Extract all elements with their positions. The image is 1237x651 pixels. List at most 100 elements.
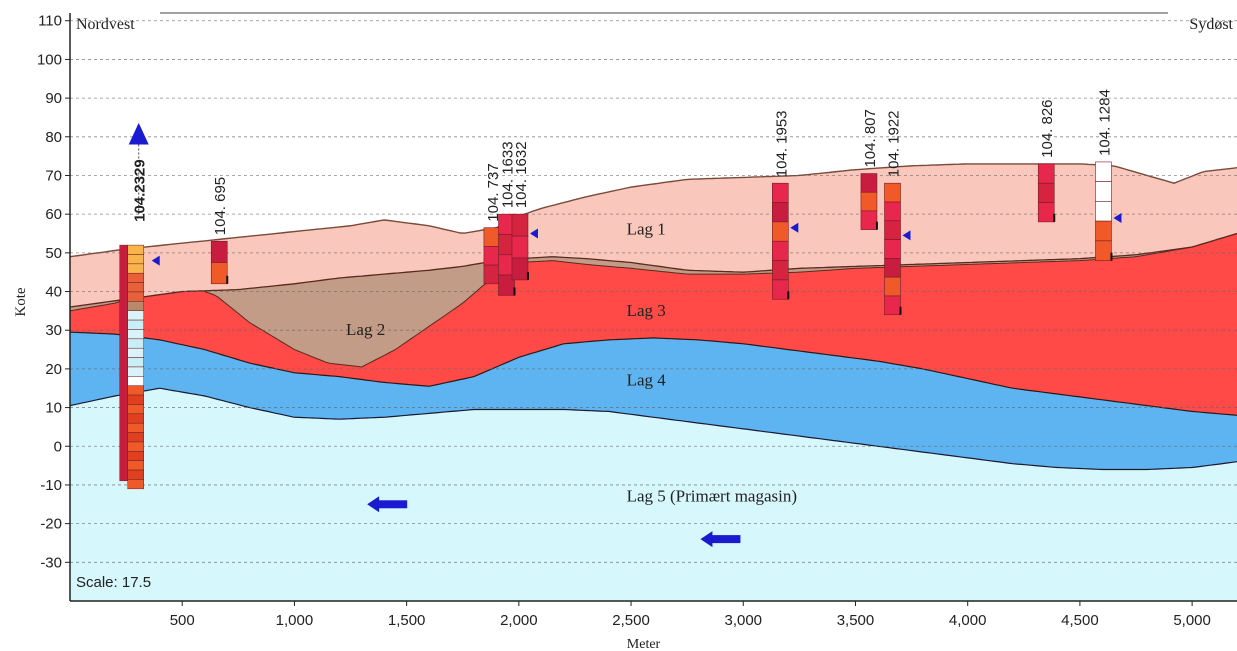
borehole-segment — [127, 347, 144, 358]
x-tick-label: 2,000 — [500, 612, 538, 629]
x-tick-label: 1,500 — [388, 612, 426, 629]
borehole-segment — [127, 301, 144, 311]
y-tick-label: -20 — [40, 516, 62, 533]
lag3-layer — [70, 233, 1237, 416]
borehole-label: 104. 826 — [1039, 99, 1056, 157]
borehole-104-695: 104. 695 — [210, 177, 229, 285]
borehole-104-807: 104. 807 — [860, 109, 879, 230]
borehole-label: 104. 1953 — [773, 110, 790, 177]
borehole-104-1953: 104. 1953 — [771, 110, 799, 300]
water-level-marker — [790, 222, 799, 233]
borehole-segment — [860, 191, 878, 212]
borehole-segment — [1037, 202, 1055, 223]
borehole-segment — [1095, 161, 1112, 182]
x-tick-label: 4,000 — [949, 612, 987, 629]
axes: -30 -20 -10 0 10 20 30 40 50 60 70 80 90 100 110 500 1,0… — [37, 12, 1237, 629]
x-tick-label: 3,500 — [837, 612, 875, 629]
borehole-segment — [127, 263, 144, 274]
lag5-layer — [70, 388, 1237, 601]
borehole-segment — [511, 213, 529, 237]
lag2-layer — [70, 233, 1237, 367]
borehole-segment — [1095, 201, 1112, 222]
flow-arrow-west-icon — [367, 496, 408, 513]
borehole-segment — [127, 338, 144, 349]
annotations: Nordvest Sydøst Scale: 17.5 Meter Kote L… — [13, 16, 1234, 651]
y-tick-label: 60 — [45, 206, 62, 223]
borehole-segment — [127, 479, 144, 490]
borehole-segment — [127, 404, 144, 415]
x-tick-label: 5,000 — [1173, 612, 1211, 629]
x-tick-label: 1,000 — [276, 612, 314, 629]
borehole-label: 104. 1632 — [513, 141, 530, 208]
borehole-segment — [127, 385, 144, 396]
borehole-segment — [127, 329, 144, 340]
y-tick-label: 0 — [54, 438, 62, 455]
borehole-segment — [127, 282, 144, 293]
layer-label: Lag 3 — [627, 301, 666, 320]
water-level-marker — [151, 255, 160, 266]
lag1-layer — [70, 163, 1237, 307]
borehole-segment — [511, 235, 529, 259]
arrow-head — [700, 531, 713, 548]
borehole-segment — [483, 264, 501, 285]
y-tick-label: 100 — [37, 51, 62, 68]
borehole-label: 104.2329 — [132, 159, 149, 222]
flow-arrows — [367, 496, 741, 548]
borehole-label: 104. 1284 — [1096, 89, 1113, 156]
borehole-segment — [127, 291, 144, 302]
borehole-segment — [127, 460, 144, 471]
borehole-segment — [127, 357, 144, 368]
borehole-segment — [210, 240, 228, 263]
borehole-segment — [884, 220, 901, 240]
borehole-segment — [771, 240, 789, 261]
water-level-marker — [902, 230, 911, 241]
arrow-shaft — [710, 535, 741, 544]
lag2-base-line — [69, 233, 1237, 368]
borehole-104-1632: 104. 1632 — [511, 141, 538, 281]
arrow-up-icon — [128, 122, 149, 145]
borehole-segment — [127, 272, 144, 283]
sydost-label: Sydøst — [1189, 16, 1233, 33]
geologic-layers — [69, 163, 1237, 601]
borehole-segment — [127, 441, 144, 452]
borehole-segment — [210, 262, 228, 285]
borehole-segment — [127, 244, 144, 255]
lag4-layer — [70, 332, 1237, 470]
borehole-segment — [127, 319, 144, 330]
water-level-marker — [529, 228, 538, 239]
layer-label: Lag 5 (Primært magasin) — [627, 487, 797, 506]
borehole-segment — [127, 422, 144, 433]
y-axis-title: Kote — [13, 287, 29, 317]
x-tick-label: 4,500 — [1061, 612, 1099, 629]
borehole-segment — [127, 310, 144, 321]
y-tick-label: 50 — [45, 245, 62, 262]
borehole-segment — [127, 376, 144, 386]
borehole-104-737: 104. 737 — [483, 163, 502, 285]
layer-label: Lag 1 — [627, 220, 666, 239]
borehole-label: 104. 1922 — [886, 110, 903, 177]
borehole-segment — [127, 469, 144, 480]
borehole-segment — [511, 257, 529, 281]
borehole-segment — [771, 221, 789, 242]
y-tick-label: 30 — [45, 322, 62, 339]
borehole-segment — [127, 432, 144, 443]
borehole-segment — [498, 274, 515, 296]
lag3-base-line — [69, 331, 1237, 416]
borehole-segment — [127, 366, 144, 377]
borehole-segment — [884, 201, 901, 222]
borehole-104-1633: 104. 1633 — [498, 141, 525, 296]
layer-label: Lag 4 — [627, 371, 667, 390]
borehole-segment — [483, 246, 501, 266]
borehole-segment — [127, 254, 144, 265]
borehole-segment — [884, 295, 901, 316]
x-tick-label: 3,000 — [724, 612, 762, 629]
borehole-104-2329: 104.2329 — [119, 122, 160, 490]
y-tick-label: 10 — [45, 400, 62, 417]
borehole-104-1284: 104. 1284 — [1095, 89, 1122, 261]
arrow-shaft — [377, 500, 408, 509]
borehole-segment — [1095, 220, 1112, 242]
y-tick-label: 20 — [45, 361, 62, 378]
borehole-segment — [860, 173, 878, 193]
borehole-104-1922: 104. 1922 — [884, 110, 911, 316]
